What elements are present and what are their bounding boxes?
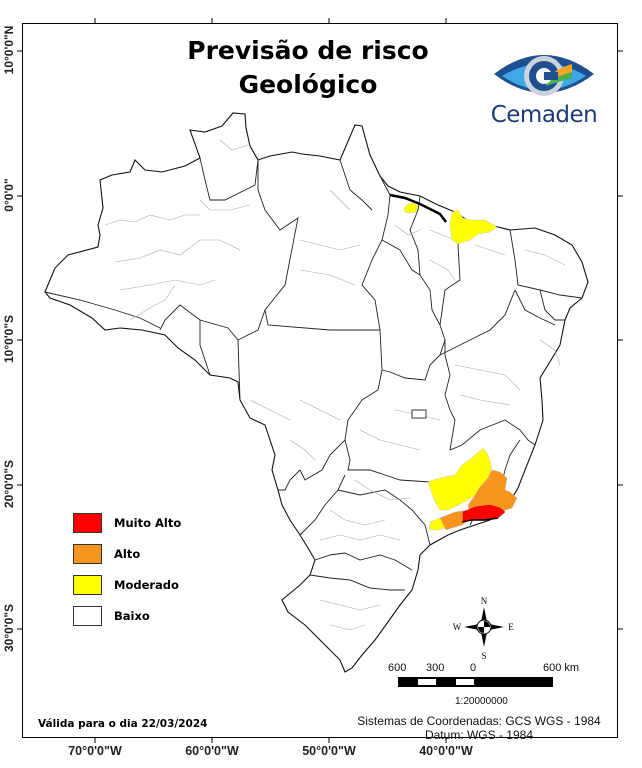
- map-title: Previsão de risco Geológico: [150, 34, 466, 102]
- lon-label-50w: 50°0'0"W: [302, 744, 356, 758]
- state-boundaries: [44, 157, 583, 591]
- legend-label: Moderado: [114, 577, 179, 592]
- compass-w: W: [453, 622, 462, 632]
- legend-item-muito-alto: Muito Alto: [73, 507, 181, 538]
- lat-label-0: 0°0'0": [2, 178, 16, 212]
- scale-label-600-km: 600 km: [543, 662, 580, 674]
- datum: Datum: WGS - 1984: [424, 728, 534, 742]
- legend-swatch-muito-alto: [73, 512, 102, 533]
- legend-item-alto: Alto: [73, 538, 181, 569]
- legend-item-baixo: Baixo: [73, 600, 181, 631]
- compass-e: E: [508, 622, 514, 632]
- scale-ratio: 1:20000000: [455, 696, 508, 707]
- lat-label-30s: 30°0'0"S: [2, 603, 16, 653]
- legend-swatch-moderado: [73, 574, 102, 595]
- compass-s: S: [481, 651, 486, 661]
- coast-strip: [389, 193, 447, 223]
- scale-label-300: 300: [426, 662, 445, 674]
- lon-label-40w: 40°0'0"W: [419, 744, 473, 758]
- title-line-2: Geológico: [238, 70, 378, 99]
- legend-label: Muito Alto: [114, 515, 182, 530]
- lon-label-70w: 70°0'0"W: [68, 744, 122, 758]
- axis-ticks: [17, 18, 623, 743]
- lat-label-20s: 20°0'0"S: [2, 459, 16, 509]
- compass-n: N: [481, 596, 488, 606]
- title-line-1: Previsão de risco: [187, 36, 429, 65]
- legend: Muito Alto Alto Moderado Baixo: [73, 507, 181, 631]
- lat-label-10s: 10°0'0"S: [2, 314, 16, 364]
- scale-label-0: 0: [470, 662, 477, 674]
- legend-label: Alto: [114, 546, 141, 561]
- cemaden-logo: Cemaden: [488, 46, 600, 134]
- risk-areas: [403, 202, 518, 531]
- valid-date: Válida para o dia 22/03/2024: [38, 718, 208, 730]
- brazil-outline: [44, 112, 589, 673]
- cemaden-eye-icon: [494, 55, 594, 96]
- scale-label-600-left: 600: [388, 662, 407, 674]
- risk-area-moderado-maranhao: [449, 209, 498, 245]
- legend-swatch-alto: [73, 543, 102, 564]
- logo-text: Cemaden: [490, 102, 598, 128]
- compass-rose: N S W E: [453, 596, 515, 661]
- scale-bar: [398, 677, 553, 687]
- risk-area-moderado-para: [403, 202, 419, 214]
- coord-system: Sistemas de Coordenadas: GCS WGS - 1984: [357, 714, 601, 728]
- legend-swatch-baixo: [73, 605, 102, 626]
- federal-district: [411, 409, 427, 419]
- legend-item-moderado: Moderado: [73, 569, 181, 600]
- legend-label: Baixo: [114, 608, 150, 623]
- lat-label-10n: 10°0'0"N: [2, 25, 16, 75]
- lon-label-60w: 60°0'0"W: [185, 744, 239, 758]
- coordinate-info: Sistemas de Coordenadas: GCS WGS - 1984 …: [344, 714, 614, 742]
